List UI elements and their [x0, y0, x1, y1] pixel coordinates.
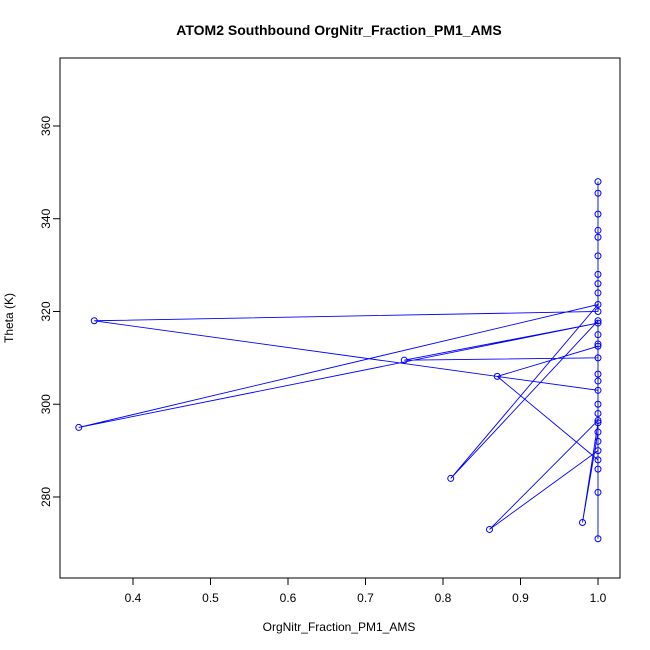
x-tick-label: 1.0: [590, 591, 607, 605]
data-point: [594, 226, 602, 234]
data-point: [594, 342, 602, 350]
data-point: [594, 400, 602, 408]
data-point: [594, 488, 602, 496]
data-point: [594, 410, 602, 418]
x-tick-label: 0.9: [512, 591, 529, 605]
x-tick-label: 0.6: [280, 591, 297, 605]
data-point: [493, 372, 501, 380]
data-point: [594, 319, 602, 327]
y-tick-label: 320: [39, 301, 53, 321]
data-point: [594, 307, 602, 315]
data-point: [594, 386, 602, 394]
data-point: [75, 423, 83, 431]
data-point: [594, 252, 602, 260]
data-point: [594, 354, 602, 362]
data-point: [594, 301, 602, 309]
data-point: [578, 518, 586, 526]
data-point: [594, 437, 602, 445]
data-point: [594, 428, 602, 436]
x-tick-label: 0.8: [435, 591, 452, 605]
data-point: [594, 447, 602, 455]
data-point: [594, 189, 602, 197]
data-point: [594, 178, 602, 186]
data-point: [400, 356, 408, 364]
y-tick-label: 340: [39, 208, 53, 228]
data-point: [594, 340, 602, 348]
data-point: [594, 535, 602, 543]
data-point: [594, 331, 602, 339]
y-axis-label: Theta (K): [2, 293, 16, 343]
data-point: [594, 270, 602, 278]
data-point: [594, 280, 602, 288]
data-point: [594, 233, 602, 241]
x-tick-label: 0.5: [202, 591, 219, 605]
y-tick-label: 280: [39, 487, 53, 507]
data-point: [485, 525, 493, 533]
data-point: [594, 317, 602, 325]
data-point: [594, 377, 602, 385]
x-axis-label: OrgNitr_Fraction_PM1_AMS: [263, 620, 416, 634]
data-point: [594, 456, 602, 464]
data-point: [447, 474, 455, 482]
data-point: [594, 419, 602, 427]
data-point: [594, 289, 602, 297]
y-tick-label: 300: [39, 394, 53, 414]
data-point: [594, 416, 602, 424]
data-point: [594, 210, 602, 218]
data-point: [594, 465, 602, 473]
y-tick-label: 360: [39, 116, 53, 136]
chart-title: ATOM2 Southbound OrgNitr_Fraction_PM1_AM…: [176, 22, 501, 38]
data-point: [90, 317, 98, 325]
data-point: [594, 370, 602, 378]
x-tick-label: 0.4: [125, 591, 142, 605]
x-tick-label: 0.7: [357, 591, 374, 605]
